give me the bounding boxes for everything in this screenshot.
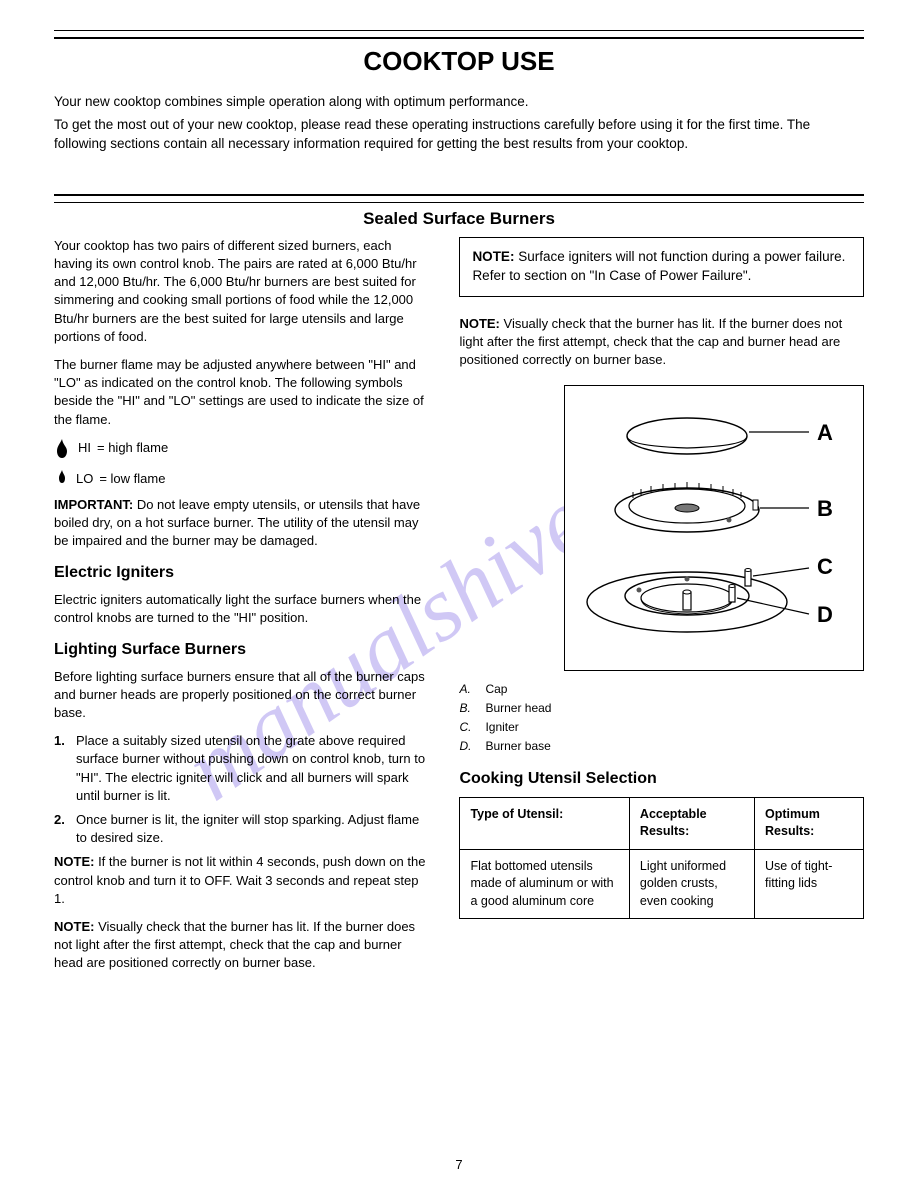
step-1-text: Place a suitably sized utensil on the gr… <box>76 732 427 805</box>
hi-flame-row: HI = high flame <box>54 439 427 462</box>
note-visual-2-text: Visually check that the burner has lit. … <box>459 316 842 367</box>
svg-text:C: C <box>817 554 833 579</box>
note-box-text: Surface igniters will not function durin… <box>472 249 845 283</box>
rule-mid-thin <box>54 202 864 203</box>
section-title: COOKTOP USE <box>54 43 864 79</box>
th-type: Type of Utensil: <box>460 797 629 849</box>
lighting-intro: Before lighting surface burners ensure t… <box>54 668 427 723</box>
lighting-heading: Lighting Surface Burners <box>54 639 427 661</box>
right-column: NOTE: Surface igniters will not function… <box>459 237 864 983</box>
electric-igniters-text: Electric igniters automatically light th… <box>54 591 427 627</box>
sealed-burners-heading: Sealed Surface Burners <box>54 207 864 231</box>
intro-para-1: Your new cooktop combines simple operati… <box>54 93 864 112</box>
note-visual-2-label: NOTE: <box>459 316 499 331</box>
utensil-table: Type of Utensil: Acceptable Results: Opt… <box>459 797 864 920</box>
flame-small-icon <box>54 470 68 486</box>
important-para: IMPORTANT: Do not leave empty utensils, … <box>54 496 427 551</box>
legend-a-key: A. <box>459 681 479 698</box>
step-2: 2. Once burner is lit, the igniter will … <box>54 811 427 847</box>
burner-diagram: A <box>564 385 864 671</box>
utensil-selection-heading: Cooking Utensil Selection <box>459 768 864 790</box>
sealed-para-1: Your cooktop has two pairs of different … <box>54 237 427 346</box>
table-row: Flat bottomed utensils made of aluminum … <box>460 849 864 919</box>
td-optimum: Use of tight-fitting lids <box>755 849 864 919</box>
td-acceptable: Light uniformed golden crusts, even cook… <box>629 849 754 919</box>
note-visual: NOTE: Visually check that the burner has… <box>54 918 427 973</box>
rule-top-thick <box>54 37 864 39</box>
note-box-label: NOTE: <box>472 249 514 264</box>
page-number: 7 <box>455 1156 462 1174</box>
two-column-layout: Your cooktop has two pairs of different … <box>54 237 864 983</box>
step-1: 1. Place a suitably sized utensil on the… <box>54 732 427 805</box>
svg-text:A: A <box>817 420 833 445</box>
step-2-num: 2. <box>54 811 70 847</box>
lighting-steps: 1. Place a suitably sized utensil on the… <box>54 732 427 847</box>
legend-b-val: Burner head <box>485 700 551 717</box>
legend-c-val: Igniter <box>485 719 518 736</box>
th-acceptable: Acceptable Results: <box>629 797 754 849</box>
th-optimum: Optimum Results: <box>755 797 864 849</box>
note-4sec-label: NOTE: <box>54 854 94 869</box>
svg-text:B: B <box>817 496 833 521</box>
svg-text:D: D <box>817 602 833 627</box>
page-content: COOKTOP USE Your new cooktop combines si… <box>54 30 864 982</box>
important-label: IMPORTANT: <box>54 497 133 512</box>
note-visual-2: NOTE: Visually check that the burner has… <box>459 315 864 370</box>
note-4sec: NOTE: If the burner is not lit within 4 … <box>54 853 427 908</box>
legend-a-val: Cap <box>485 681 507 698</box>
diagram-legend: A. Cap B. Burner head C. Igniter D. Burner b… <box>459 681 864 754</box>
lo-label-key: LO <box>76 470 93 488</box>
lo-flame-row: LO = low flame <box>54 470 427 488</box>
step-1-num: 1. <box>54 732 70 805</box>
legend-c-key: C. <box>459 719 479 736</box>
legend-d-key: D. <box>459 738 479 755</box>
hi-label-key: HI <box>78 439 91 457</box>
section-intro: Your new cooktop combines simple operati… <box>54 93 864 154</box>
flame-large-icon <box>54 439 70 462</box>
legend-d-val: Burner base <box>485 738 550 755</box>
td-type: Flat bottomed utensils made of aluminum … <box>460 849 629 919</box>
intro-para-2: To get the most out of your new cooktop,… <box>54 116 864 154</box>
note-visual-text: Visually check that the burner has lit. … <box>54 919 415 970</box>
electric-igniters-heading: Electric Igniters <box>54 562 427 584</box>
step-2-text: Once burner is lit, the igniter will sto… <box>76 811 427 847</box>
lo-label-val: = low flame <box>99 470 165 488</box>
legend-b-key: B. <box>459 700 479 717</box>
hi-label-val: = high flame <box>97 439 168 457</box>
power-failure-note-box: NOTE: Surface igniters will not function… <box>459 237 864 297</box>
sealed-para-2: The burner flame may be adjusted anywher… <box>54 356 427 429</box>
table-row: Type of Utensil: Acceptable Results: Opt… <box>460 797 864 849</box>
note-visual-label: NOTE: <box>54 919 94 934</box>
left-column: Your cooktop has two pairs of different … <box>54 237 427 983</box>
note-4sec-text: If the burner is not lit within 4 second… <box>54 854 425 905</box>
